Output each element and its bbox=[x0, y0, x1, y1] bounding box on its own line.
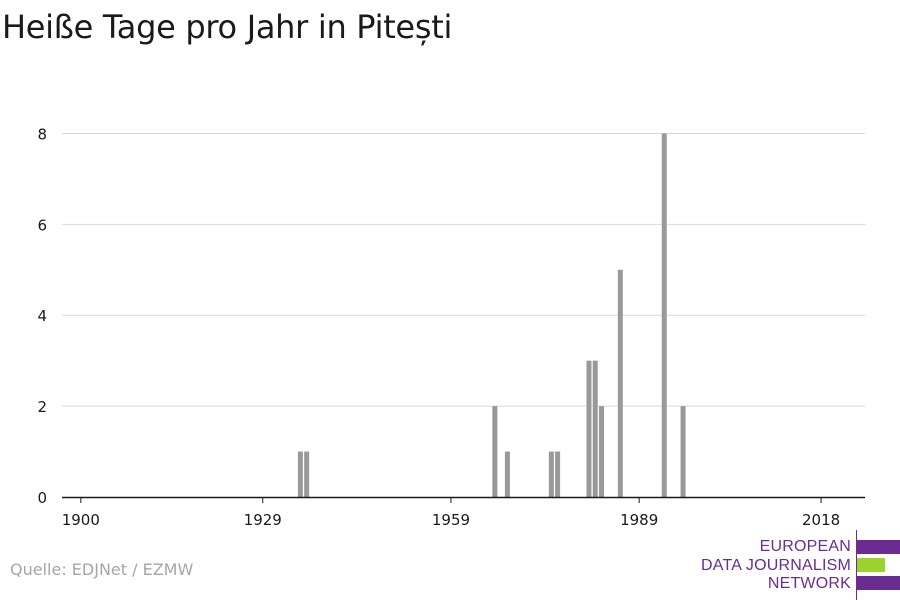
edjnet-logo: EUROPEAN DATA JOURNALISM NETWORK bbox=[700, 528, 900, 600]
bar-1981 bbox=[586, 360, 592, 497]
x-tick-label: 1989 bbox=[620, 511, 658, 529]
bar-1976 bbox=[555, 451, 561, 497]
x-tick-label: 1929 bbox=[244, 511, 282, 529]
logo-line-network: NETWORK bbox=[767, 575, 851, 592]
logo-purple-bar-top bbox=[857, 540, 900, 554]
bar-1975 bbox=[548, 451, 554, 497]
grid-lines bbox=[62, 132, 865, 407]
bar-1966 bbox=[492, 406, 498, 497]
bar-1935 bbox=[297, 451, 303, 497]
x-axis-ticks: 1900 1929 1959 1989 2018 bbox=[62, 497, 840, 529]
y-tick-label: 8 bbox=[37, 125, 47, 143]
y-tick-label: 2 bbox=[37, 398, 47, 416]
y-axis-ticks: 0 2 4 6 8 bbox=[37, 125, 47, 507]
bar-1983 bbox=[599, 406, 605, 497]
bar-1982 bbox=[592, 360, 598, 497]
y-tick-label: 0 bbox=[37, 489, 47, 507]
x-tick-label: 2018 bbox=[802, 511, 840, 529]
bar-1968 bbox=[504, 451, 510, 497]
x-tick-label: 1959 bbox=[432, 511, 470, 529]
bar-1936 bbox=[304, 451, 310, 497]
x-tick-label: 1900 bbox=[62, 511, 100, 529]
y-tick-label: 6 bbox=[37, 216, 47, 234]
bar-1986 bbox=[617, 269, 623, 497]
logo-line-data-journalism: DATA JOURNALISM bbox=[701, 557, 851, 574]
y-tick-label: 4 bbox=[37, 307, 47, 325]
source-note: Quelle: EDJNet / EZMW bbox=[10, 560, 194, 579]
chart-title: Heiße Tage pro Jahr in Pitești bbox=[2, 8, 453, 46]
logo-line-european: EUROPEAN bbox=[759, 538, 851, 555]
bar-1996 bbox=[680, 406, 686, 497]
logo-green-bar bbox=[857, 558, 885, 572]
bars bbox=[297, 133, 686, 497]
logo-purple-bar-bottom bbox=[857, 576, 900, 590]
bar-1993 bbox=[661, 133, 667, 497]
logo-divider bbox=[856, 530, 857, 600]
